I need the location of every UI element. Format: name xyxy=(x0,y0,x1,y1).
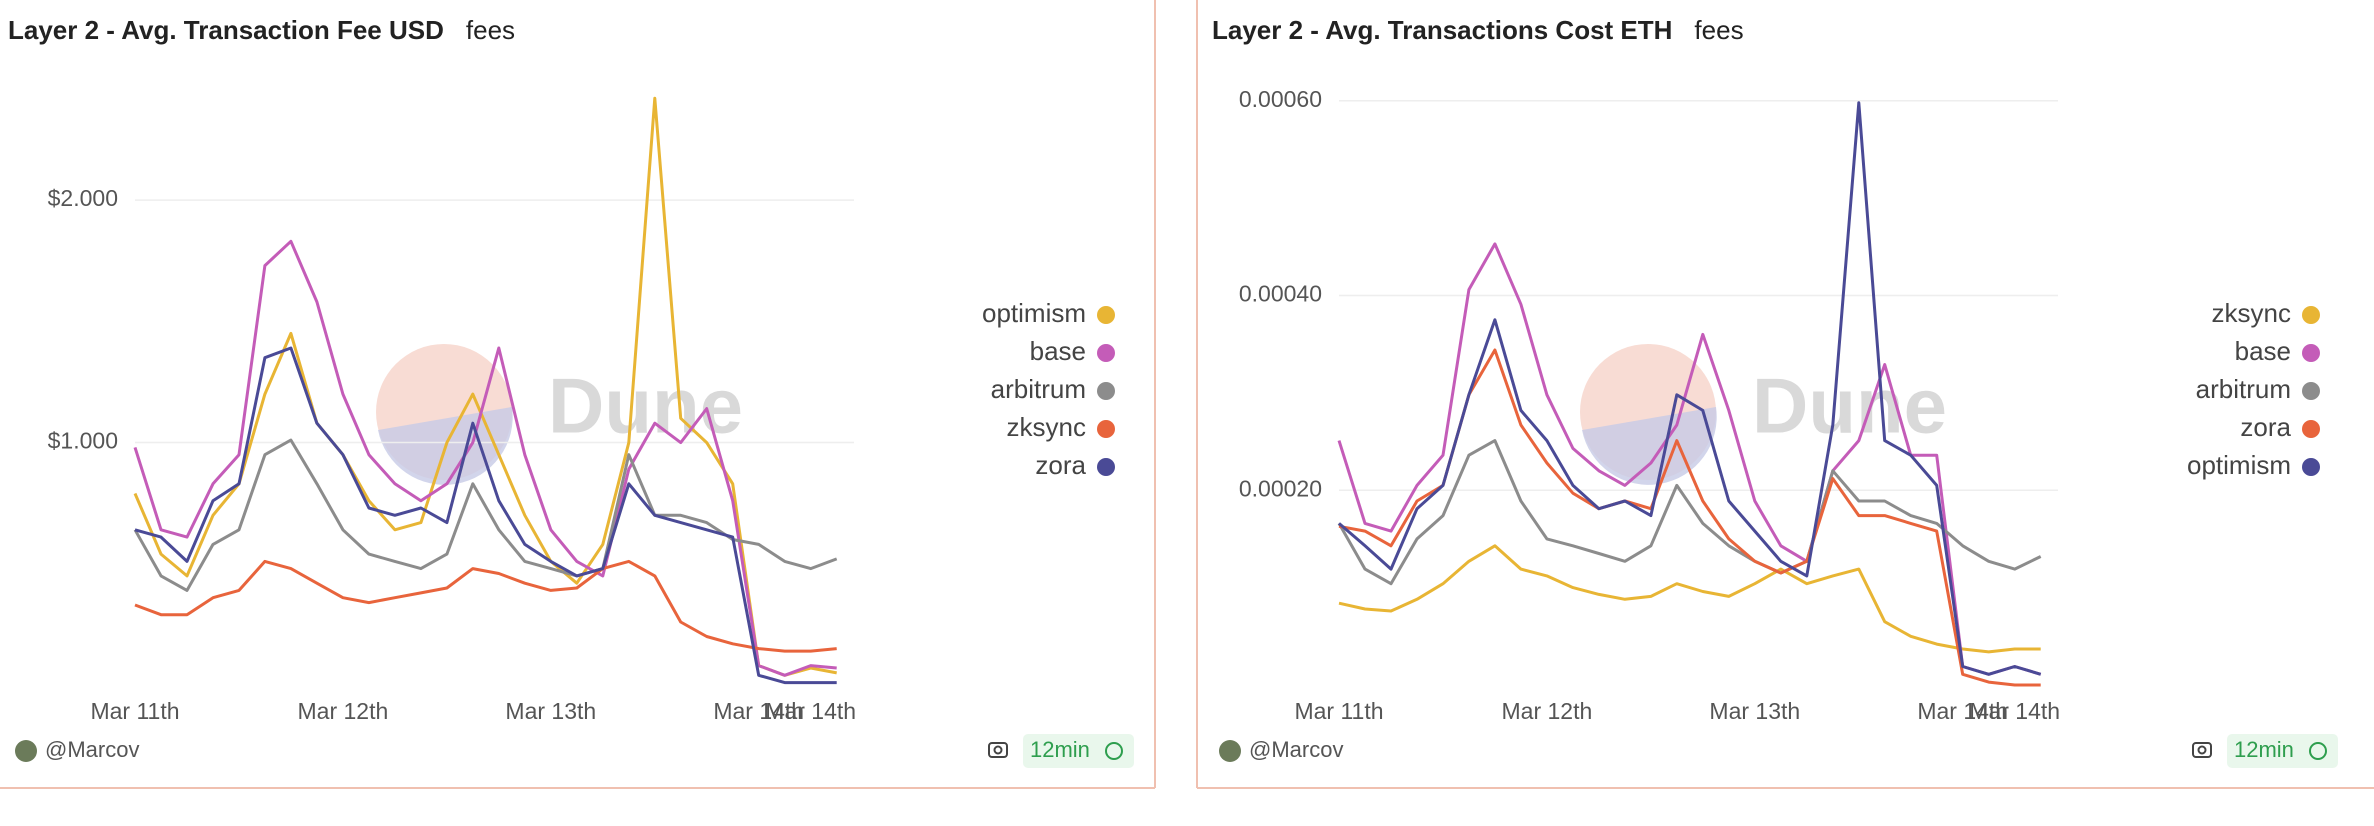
series-line xyxy=(1337,439,2042,586)
legend-swatch xyxy=(2302,344,2320,362)
camera-icon xyxy=(988,742,1008,758)
legend-label: zksync xyxy=(1007,412,1086,442)
avatar xyxy=(1219,740,1241,762)
legend-swatch xyxy=(2302,420,2320,438)
legend-swatch xyxy=(2302,306,2320,324)
legend-label: arbitrum xyxy=(2196,374,2291,404)
legend-swatch xyxy=(2302,458,2320,476)
chart: Layer 2 - Avg. Transaction Fee USD fees Du… xyxy=(8,15,1134,768)
legend-label: zksync xyxy=(2212,298,2291,328)
chart-subtitle: fees xyxy=(1694,15,1743,45)
x-tick-label: Mar 14th xyxy=(765,698,856,724)
series-line xyxy=(1338,544,2041,654)
legend-swatch xyxy=(1097,458,1115,476)
camera-icon xyxy=(2192,742,2212,758)
series-line xyxy=(133,438,838,592)
x-tick-label: Mar 13th xyxy=(505,698,596,724)
age: 12min xyxy=(2234,737,2294,762)
x-tick-label: Mar 12th xyxy=(1502,698,1593,724)
chart-title: Layer 2 - Avg. Transaction Fee USD xyxy=(8,15,444,45)
x-tick-label: Mar 13th xyxy=(1709,698,1800,724)
x-tick-label: Mar 14th xyxy=(1917,698,2008,724)
x-tick-label: Mar 11th xyxy=(1294,698,1383,724)
watermark-text: Dune xyxy=(548,362,743,450)
age-check xyxy=(1105,742,1123,760)
series-line xyxy=(1337,242,2042,676)
x-tick-label: Mar 14th xyxy=(1969,698,2060,724)
legend-swatch xyxy=(2302,382,2320,400)
series-line xyxy=(1338,101,2042,676)
legend-label: zora xyxy=(1035,450,1086,480)
legend-label: base xyxy=(2235,336,2291,366)
series-line xyxy=(133,239,837,677)
y-tick-label: 0.00040 xyxy=(1239,281,1322,307)
author: @Marcov xyxy=(45,737,139,762)
chart: Layer 2 - Avg. Transactions Cost ETH fees… xyxy=(1212,15,2338,768)
chart-subtitle: fees xyxy=(466,15,515,45)
legend-label: optimism xyxy=(2187,450,2291,480)
series-line xyxy=(134,346,837,685)
y-tick-label: 0.00060 xyxy=(1239,86,1322,112)
watermark-wedge xyxy=(1582,407,1717,485)
x-tick-label: Mar 14th xyxy=(713,698,804,724)
y-tick-label: $1.000 xyxy=(48,428,118,454)
watermark-text: Dune xyxy=(1752,362,1947,450)
camera-lens xyxy=(2197,745,2207,755)
series-line xyxy=(134,559,837,653)
avatar xyxy=(15,740,37,762)
legend-label: zora xyxy=(2240,412,2291,442)
age: 12min xyxy=(1030,737,1090,762)
y-tick-label: $2.000 xyxy=(48,185,118,211)
legend-label: optimism xyxy=(982,298,1086,328)
age-badge xyxy=(1023,734,1134,768)
legend-swatch xyxy=(1097,382,1115,400)
legend-label: base xyxy=(1030,336,1086,366)
chart-title: Layer 2 - Avg. Transactions Cost ETH xyxy=(1212,15,1672,45)
camera-lens xyxy=(993,745,1003,755)
x-tick-label: Mar 12th xyxy=(298,698,389,724)
y-tick-label: 0.00020 xyxy=(1239,475,1322,501)
age-badge xyxy=(2227,734,2338,768)
legend-swatch xyxy=(1097,344,1115,362)
author: @Marcov xyxy=(1249,737,1343,762)
age-check xyxy=(2309,742,2327,760)
series-line xyxy=(133,96,837,677)
legend-swatch xyxy=(1097,306,1115,324)
legend-label: arbitrum xyxy=(991,374,1086,404)
legend-swatch xyxy=(1097,420,1115,438)
x-tick-label: Mar 11th xyxy=(90,698,179,724)
